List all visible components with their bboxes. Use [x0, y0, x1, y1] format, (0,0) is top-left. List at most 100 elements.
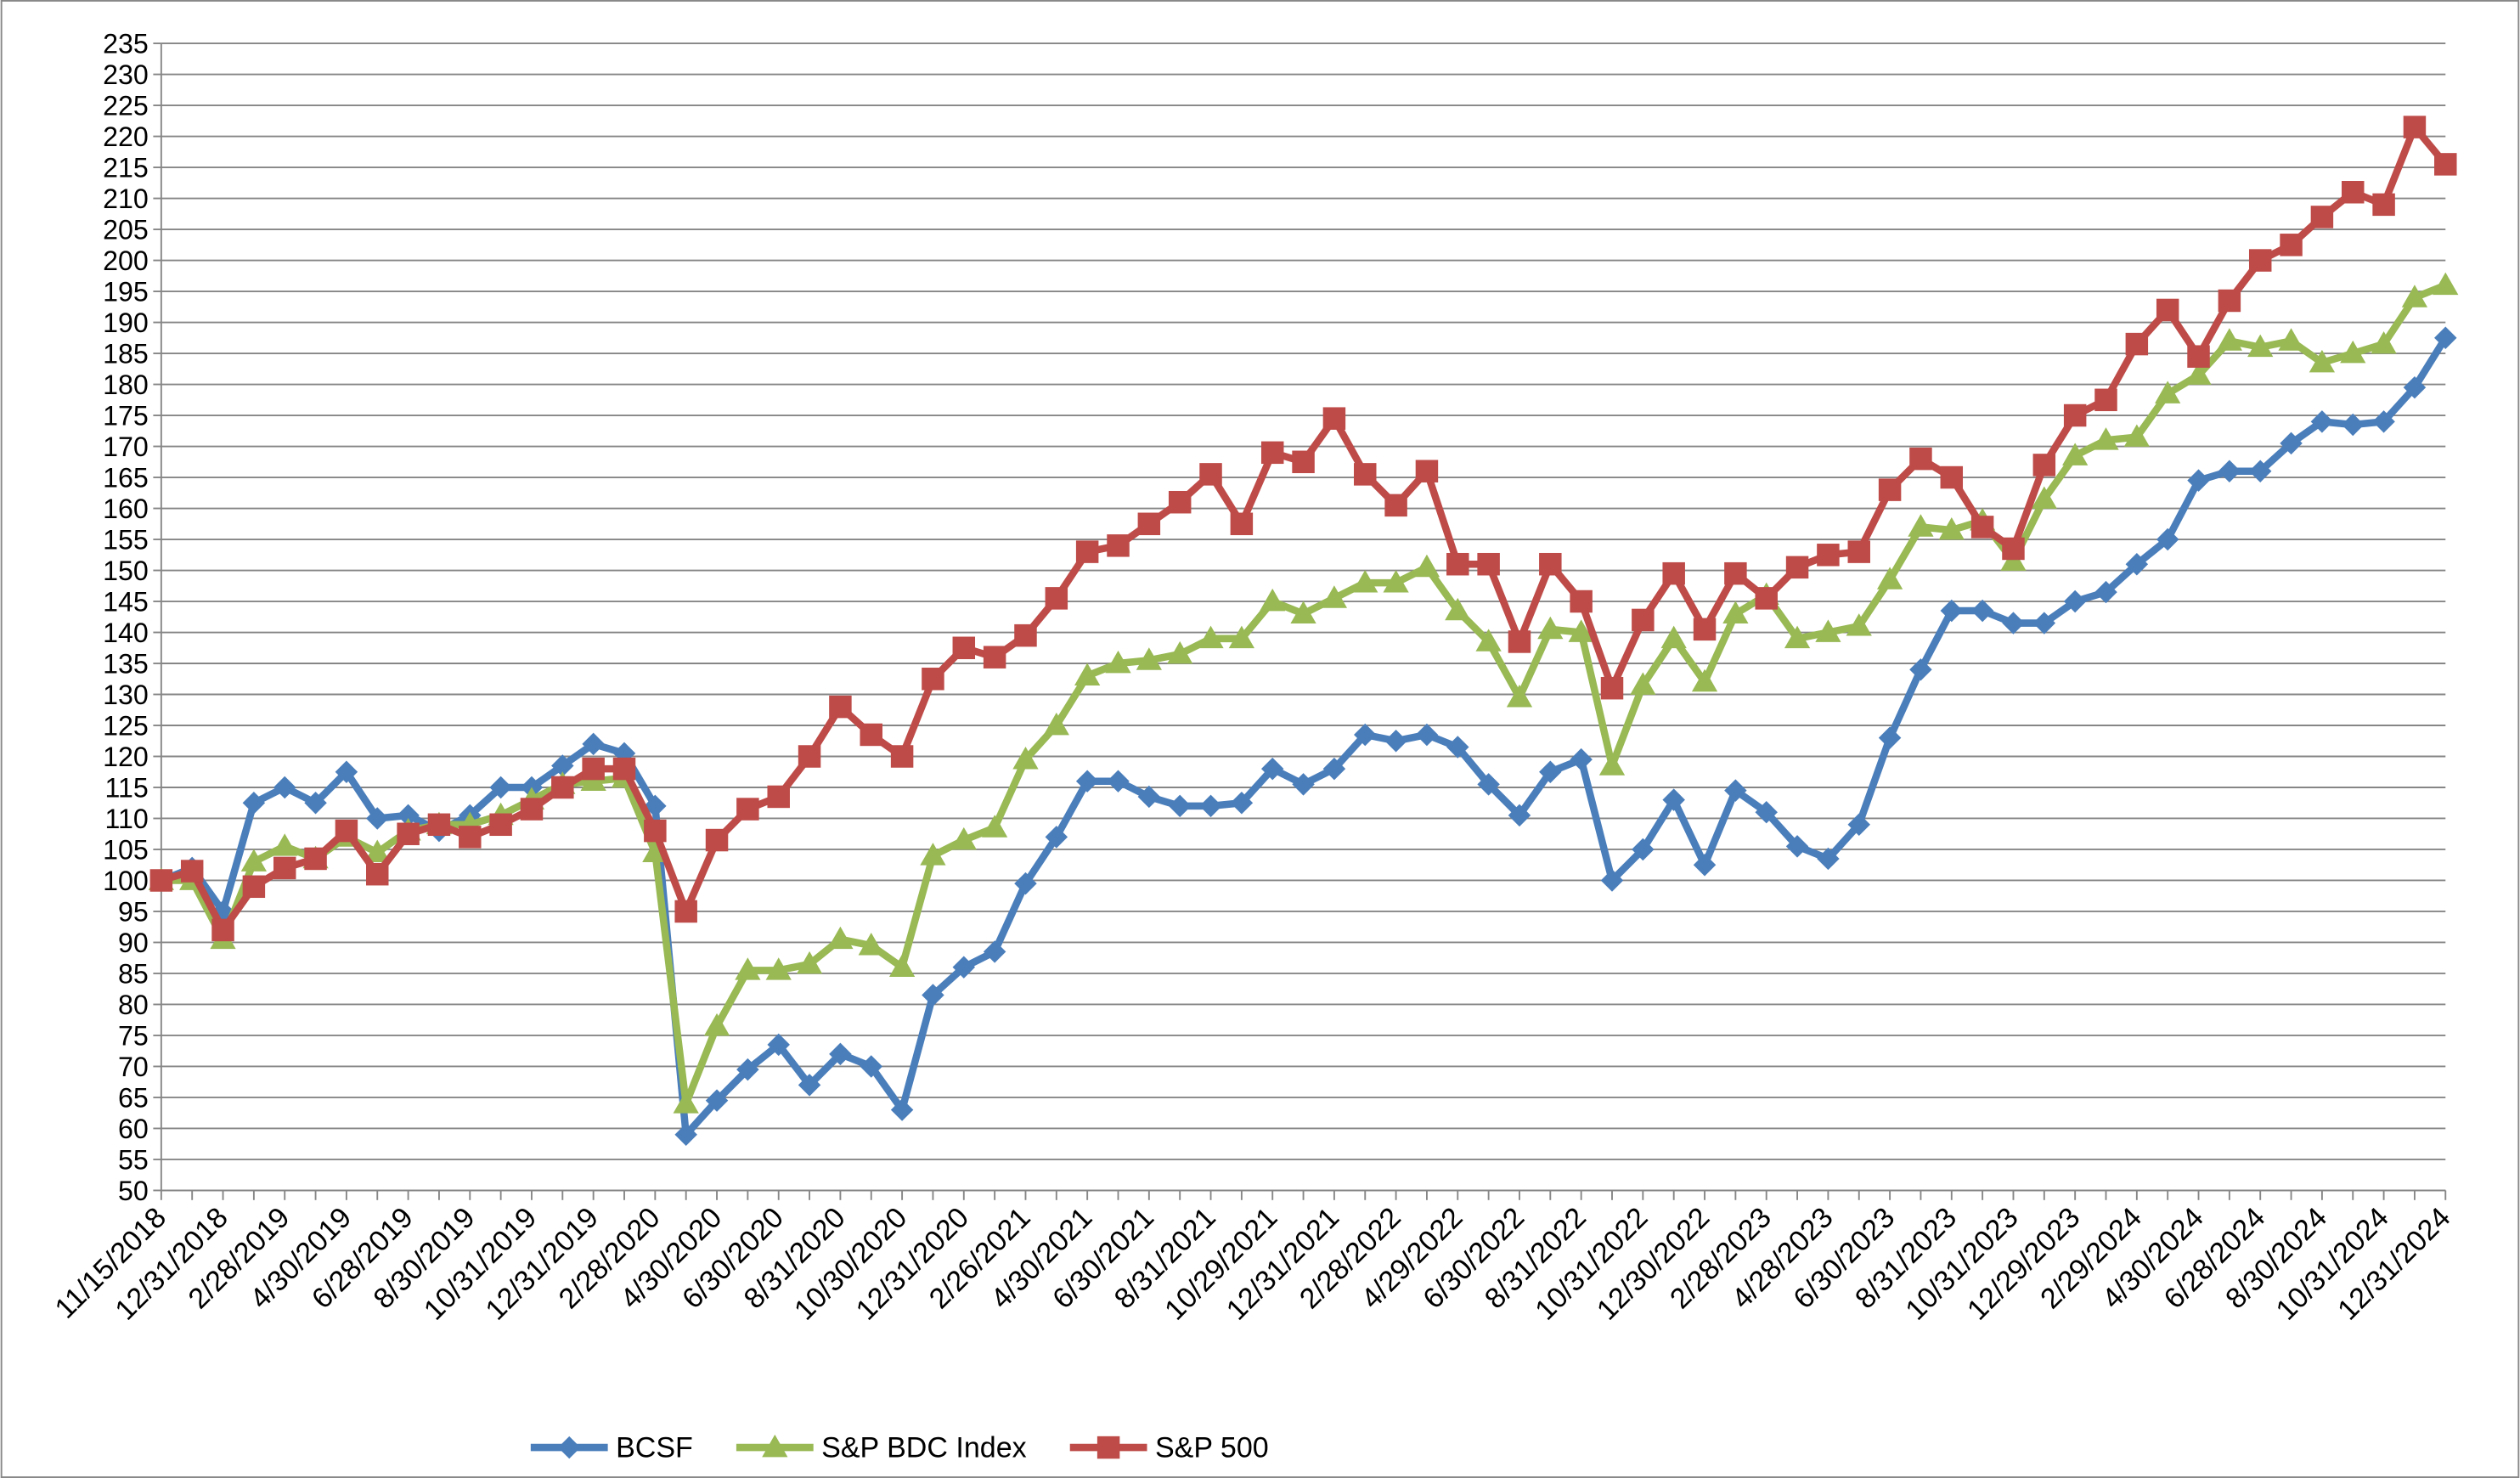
y-tick-label: 60: [118, 1114, 149, 1144]
data-point: [211, 918, 234, 942]
data-point: [2125, 332, 2149, 356]
data-point: [612, 757, 636, 781]
data-point: [1446, 552, 1469, 576]
data-point: [736, 1058, 759, 1081]
data-point: [273, 776, 296, 799]
y-tick-label: 120: [103, 742, 149, 772]
data-point: [1136, 647, 1162, 670]
data-point: [1105, 650, 1131, 674]
data-point: [366, 862, 389, 886]
y-tick-label: 55: [118, 1144, 149, 1175]
data-point: [1014, 623, 1037, 647]
data-point: [2248, 460, 2272, 482]
data-point: [1568, 619, 1594, 642]
data-point: [364, 839, 391, 862]
data-point: [705, 828, 729, 852]
data-point: [273, 856, 296, 880]
data-point: [1230, 512, 1254, 536]
data-point: [2093, 427, 2119, 450]
data-point: [1785, 556, 1809, 579]
y-tick-label: 90: [118, 928, 149, 958]
data-point: [1074, 663, 1101, 685]
data-point: [335, 760, 358, 783]
y-tick-label: 175: [103, 400, 149, 431]
data-point: [860, 723, 882, 747]
data-point: [1784, 625, 1811, 649]
data-point: [1632, 608, 1655, 632]
data-point: [1012, 747, 1039, 770]
data-point: [1167, 640, 1193, 664]
data-point: [427, 813, 451, 837]
data-point: [1228, 625, 1255, 649]
data-point: [1075, 770, 1099, 793]
data-point: [2340, 340, 2366, 364]
data-point: [1846, 613, 1872, 636]
y-tick-label: 205: [103, 214, 149, 245]
data-point: [520, 798, 544, 821]
data-point: [1598, 753, 1626, 776]
data-point: [2185, 362, 2212, 385]
y-tick-label: 105: [103, 834, 149, 865]
y-tick-label: 100: [103, 866, 149, 896]
legend-marker: [762, 1434, 788, 1458]
y-tick-label: 70: [118, 1052, 149, 1082]
data-point: [1662, 788, 1685, 811]
data-point: [829, 695, 852, 719]
data-point: [1632, 838, 1655, 861]
data-point: [1878, 726, 1902, 749]
y-tick-label: 80: [118, 990, 149, 1020]
data-point: [1876, 567, 1903, 590]
data-point: [858, 932, 884, 956]
y-tick-label: 185: [103, 338, 149, 369]
data-point: [2032, 612, 2056, 635]
y-tick-label: 150: [103, 556, 149, 586]
y-tick-label: 200: [103, 245, 149, 276]
data-point: [1199, 463, 1222, 486]
data-point: [2342, 413, 2365, 437]
data-point: [1722, 601, 1749, 623]
y-tick-label: 110: [104, 804, 148, 834]
data-point: [2401, 285, 2428, 307]
data-point: [2371, 330, 2397, 354]
y-tick-label: 75: [118, 1020, 149, 1051]
data-point: [1292, 450, 1315, 474]
data-point: [366, 807, 389, 830]
data-point: [735, 957, 761, 980]
data-point: [952, 636, 976, 659]
data-point: [1630, 672, 1656, 695]
y-tick-label: 195: [103, 276, 149, 307]
data-point: [1075, 540, 1099, 563]
data-point: [1506, 685, 1533, 708]
data-point: [950, 826, 977, 850]
data-point: [149, 869, 173, 892]
data-point: [1660, 625, 1687, 649]
data-point: [1413, 554, 1440, 578]
legend-label: S&P 500: [1155, 1431, 1269, 1464]
data-point: [1107, 534, 1130, 557]
data-point: [2372, 410, 2395, 433]
y-tick-label: 115: [104, 772, 148, 803]
data-point: [2063, 590, 2087, 613]
data-point: [1290, 601, 1316, 623]
data-point: [703, 1013, 730, 1036]
data-point: [1198, 625, 1224, 649]
data-point: [1415, 460, 1439, 482]
data-point: [2187, 345, 2210, 368]
data-point: [2403, 116, 2427, 138]
y-tick-label: 190: [103, 307, 149, 338]
data-point: [1384, 494, 1407, 517]
y-tick-label: 140: [103, 618, 149, 648]
data-point: [2247, 334, 2274, 358]
data-point: [242, 875, 266, 899]
data-point: [2094, 388, 2117, 412]
data-point: [1878, 478, 1902, 501]
data-point: [673, 1091, 699, 1114]
data-point: [2278, 328, 2304, 351]
data-point: [1322, 757, 1346, 781]
legend-marker: [1097, 1436, 1120, 1459]
data-point: [767, 1033, 790, 1057]
data-point: [1691, 668, 1718, 692]
data-point: [2031, 486, 2057, 509]
